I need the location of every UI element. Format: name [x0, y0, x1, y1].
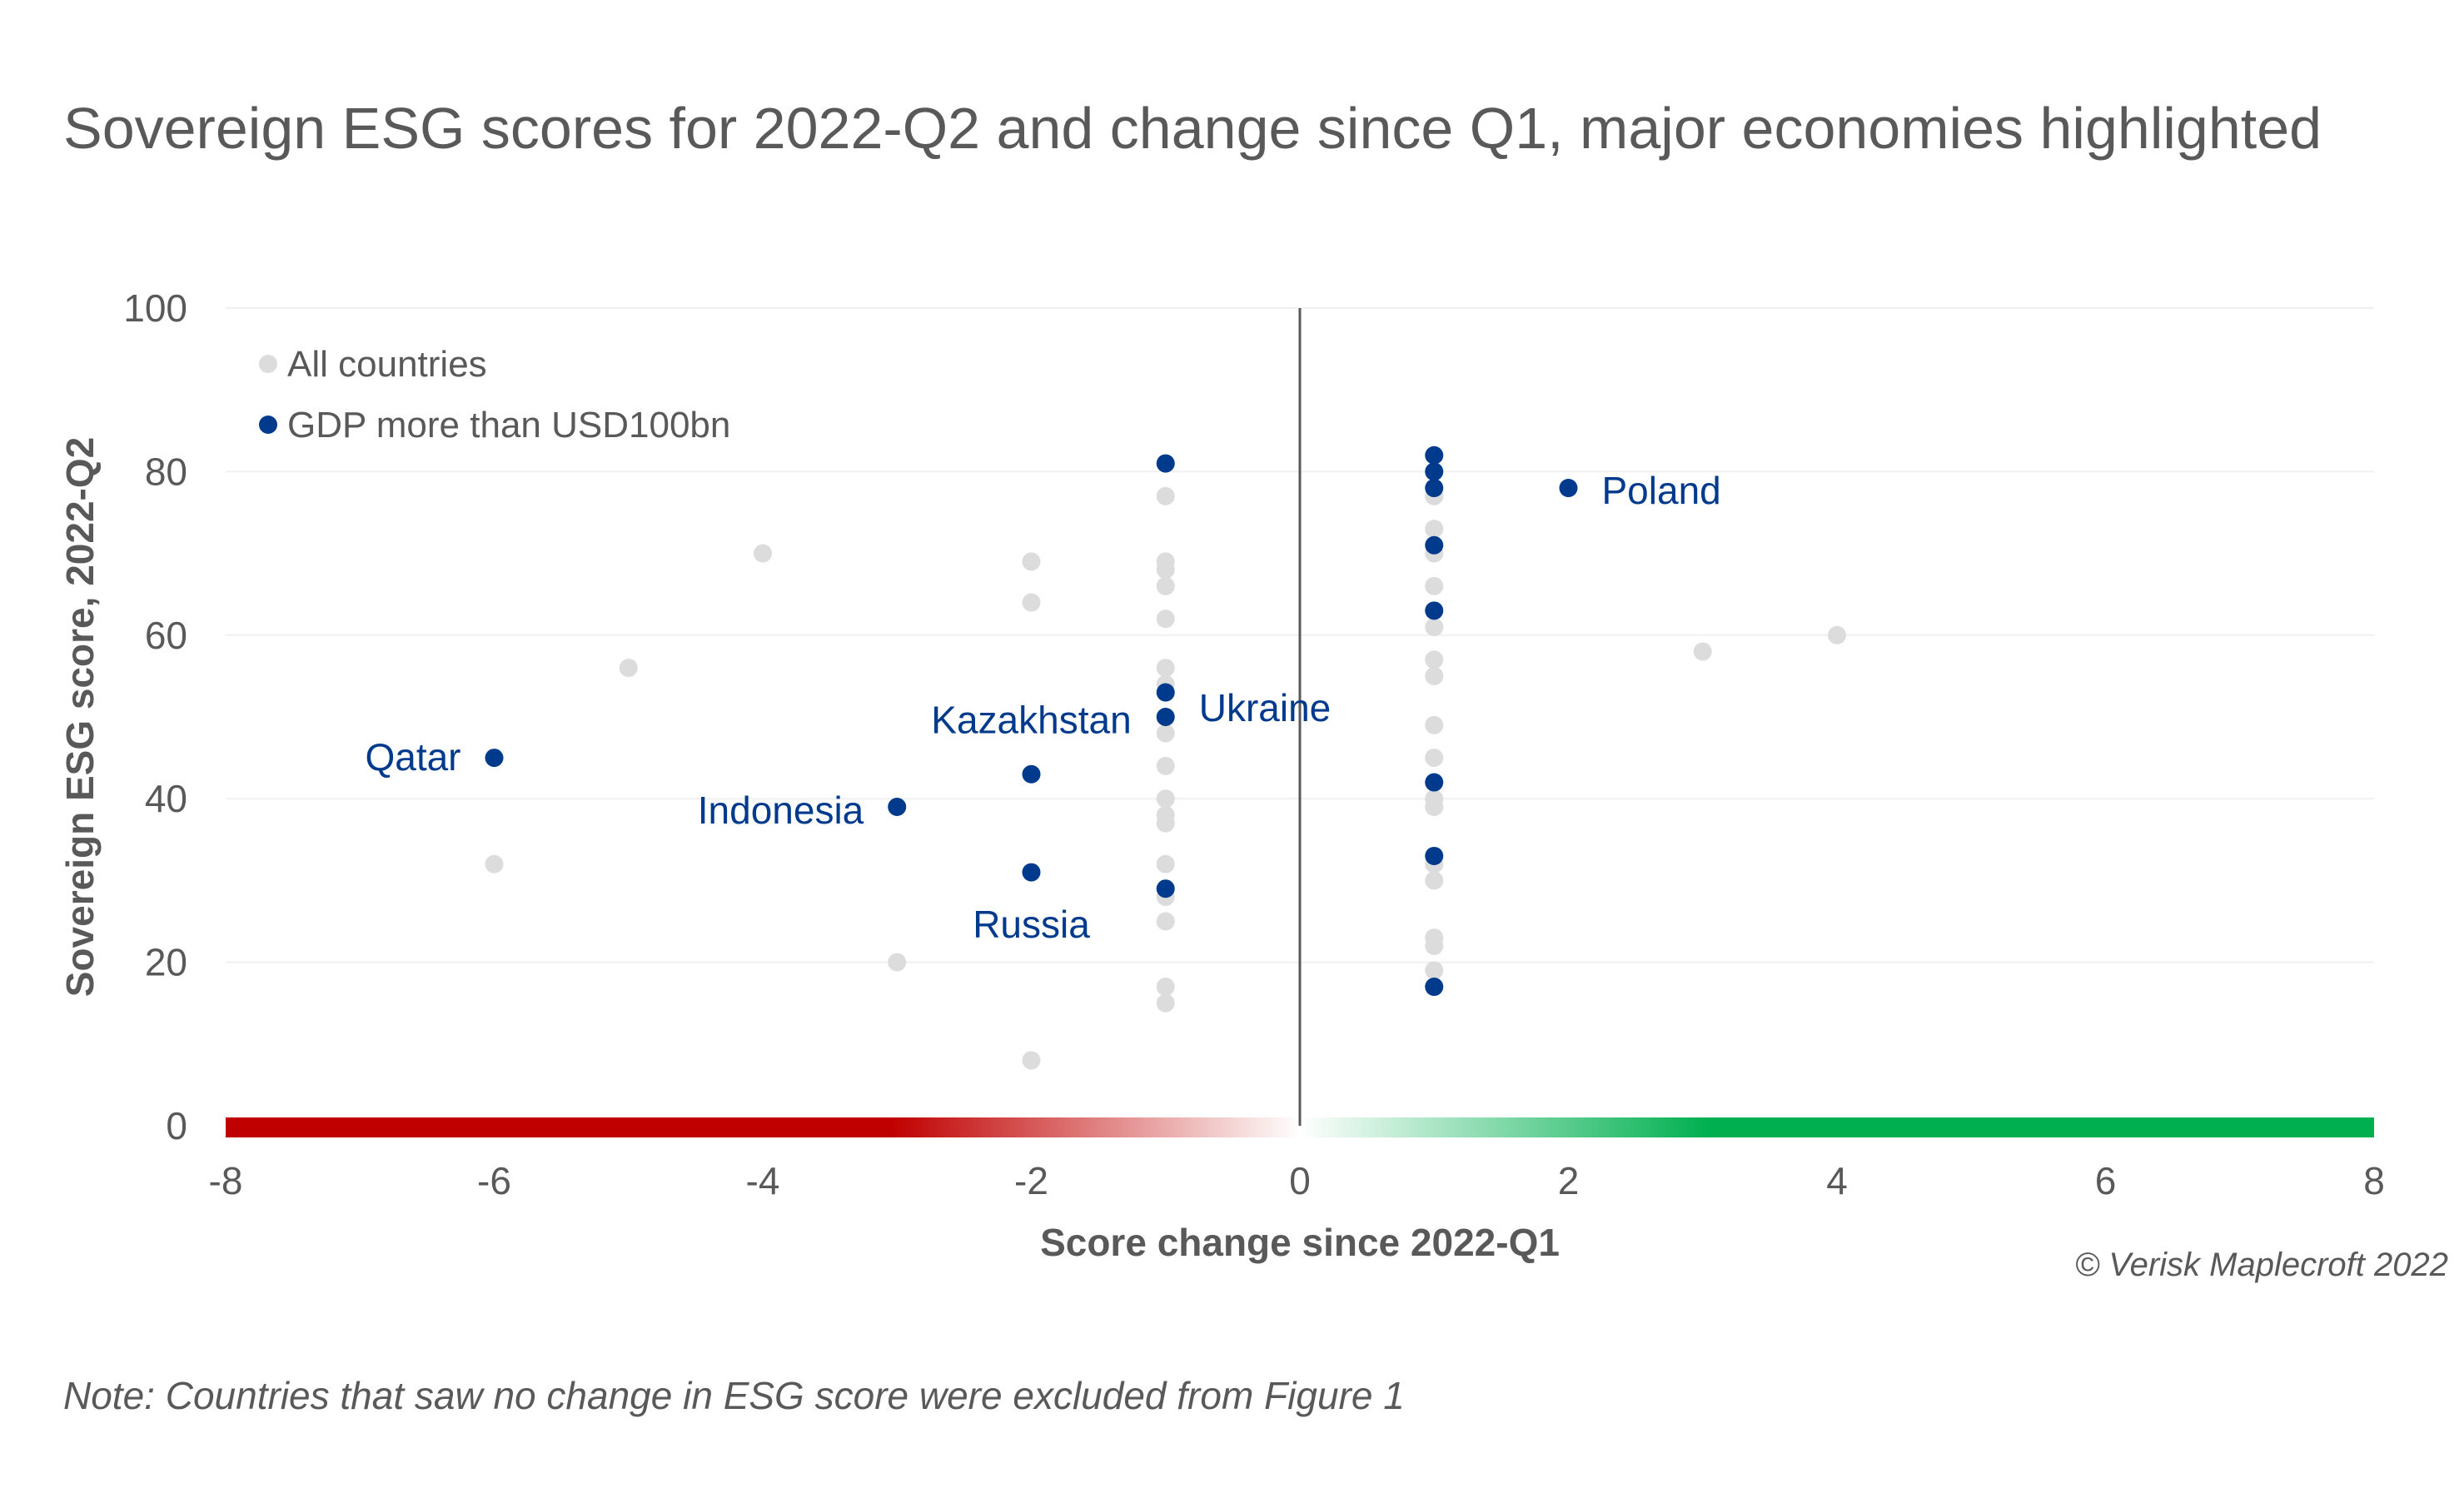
country-label: Kazakhstan — [931, 699, 1131, 742]
x-tick-label: 8 — [2363, 1159, 2385, 1202]
point-all-countries — [1425, 666, 1444, 685]
point-gdp-100bn — [1425, 445, 1444, 465]
point-all-countries — [1425, 650, 1444, 669]
point-gdp-100bn — [1022, 863, 1041, 882]
point-all-countries — [1425, 617, 1444, 636]
country-label: Russia — [973, 903, 1090, 946]
y-tick-label: 100 — [123, 286, 187, 330]
legend-marker — [259, 416, 277, 434]
point-gdp-100bn — [1559, 479, 1578, 498]
country-label: Ukraine — [1199, 686, 1332, 729]
point-all-countries — [1156, 912, 1175, 931]
point-all-countries — [1156, 854, 1175, 873]
point-all-countries — [1022, 552, 1041, 571]
y-tick-label: 60 — [145, 614, 187, 657]
point-all-countries — [1156, 756, 1175, 775]
point-gdp-100bn — [1022, 764, 1041, 784]
y-axis-label: Sovereign ESG score, 2022-Q2 — [58, 437, 102, 997]
x-tick-label: 6 — [2095, 1159, 2117, 1202]
point-all-countries — [1156, 724, 1175, 743]
point-all-countries — [1425, 749, 1444, 768]
legend-label: All countries — [287, 344, 487, 385]
point-all-countries — [1156, 978, 1175, 997]
y-tick-label: 0 — [166, 1104, 187, 1147]
point-gdp-100bn — [1156, 454, 1175, 473]
legend-marker — [259, 355, 277, 373]
point-all-countries — [1425, 961, 1444, 980]
point-all-countries — [1156, 993, 1175, 1013]
country-label: Poland — [1602, 469, 1721, 512]
x-tick-label: 4 — [1826, 1159, 1848, 1202]
point-gdp-100bn — [485, 749, 504, 768]
point-all-countries — [754, 544, 772, 563]
point-all-countries — [1156, 610, 1175, 629]
point-gdp-100bn — [1425, 773, 1444, 792]
point-all-countries — [1425, 798, 1444, 817]
point-all-countries — [1156, 789, 1175, 809]
chart-title: Sovereign ESG scores for 2022-Q2 and cha… — [63, 96, 2322, 161]
y-tick-label: 40 — [145, 777, 187, 820]
point-all-countries — [1156, 659, 1175, 678]
point-all-countries — [1156, 576, 1175, 595]
country-label: Qatar — [365, 735, 460, 779]
copyright: © Verisk Maplecroft 2022 — [2075, 1247, 2448, 1283]
point-all-countries — [485, 854, 504, 873]
point-gdp-100bn — [1425, 978, 1444, 997]
point-all-countries — [1425, 871, 1444, 890]
x-tick-label: -2 — [1014, 1159, 1048, 1202]
point-all-countries — [1693, 642, 1712, 661]
point-all-countries — [1156, 486, 1175, 505]
x-tick-label: 0 — [1289, 1159, 1311, 1202]
point-gdp-100bn — [1425, 535, 1444, 555]
point-all-countries — [1828, 625, 1846, 644]
country-label: Indonesia — [698, 789, 864, 832]
y-tick-label: 20 — [145, 941, 187, 984]
x-tick-label: -8 — [209, 1159, 243, 1202]
point-gdp-100bn — [1156, 708, 1175, 726]
point-gdp-100bn — [1425, 601, 1444, 620]
point-all-countries — [1022, 1051, 1041, 1070]
x-tick-label: -6 — [477, 1159, 511, 1202]
x-tick-label: -4 — [746, 1159, 780, 1202]
point-all-countries — [1425, 520, 1444, 539]
point-all-countries — [619, 659, 638, 678]
x-tick-label: 2 — [1558, 1159, 1580, 1202]
point-gdp-100bn — [1425, 462, 1444, 481]
x-axis-label: Score change since 2022-Q1 — [1040, 1221, 1560, 1264]
point-all-countries — [1425, 936, 1444, 955]
point-gdp-100bn — [1156, 683, 1175, 702]
point-gdp-100bn — [1156, 879, 1175, 898]
legend-label: GDP more than USD100bn — [287, 405, 730, 445]
point-all-countries — [888, 953, 907, 972]
point-gdp-100bn — [1425, 479, 1444, 498]
point-all-countries — [1156, 560, 1175, 580]
footnote: Note: Countries that saw no change in ES… — [63, 1374, 1405, 1417]
point-gdp-100bn — [1425, 846, 1444, 865]
point-all-countries — [1156, 814, 1175, 833]
point-gdp-100bn — [888, 798, 907, 817]
point-all-countries — [1022, 593, 1041, 612]
point-all-countries — [1425, 576, 1444, 595]
point-all-countries — [1425, 715, 1444, 734]
y-tick-label: 80 — [145, 450, 187, 493]
